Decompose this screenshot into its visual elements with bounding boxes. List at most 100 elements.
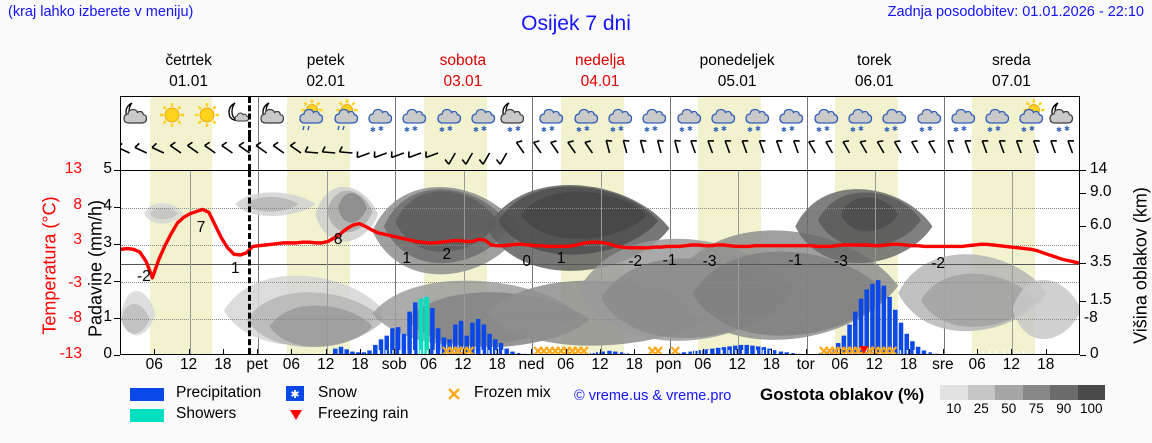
svg-text:✱: ✱ bbox=[473, 126, 479, 134]
cloud-density-legend-title: Gostota oblakov (%) bbox=[760, 385, 925, 404]
cloud-height-tick: 3.5 bbox=[1090, 252, 1112, 270]
cloud-snow-icon: ✱ ✱ bbox=[532, 99, 566, 135]
time-tick-label: tor bbox=[796, 356, 815, 373]
forecast-plot: -2 7 1 8 1 2 0 1 -2 -1 -3 -1 -3 -2 bbox=[120, 170, 1080, 355]
temperature-label: -2 bbox=[136, 268, 151, 286]
sun-cloud-snow-icon: ✱ ✱ bbox=[1012, 99, 1046, 135]
day-date: 04.01 bbox=[580, 73, 620, 90]
time-axis-labels: 06 12 18 pet 06 12 18 sob 06 12 18 ned 06 12 18 pon 06 12… bbox=[120, 349, 1080, 376]
svg-text:✱: ✱ bbox=[378, 125, 384, 133]
horizontal-gridline bbox=[121, 319, 1079, 320]
horizontal-gridline bbox=[121, 245, 1079, 246]
chart-legend: Precipitation Showers ✱ Snow Freezing ra… bbox=[0, 380, 1152, 442]
time-tick-label: pon bbox=[655, 356, 682, 373]
cloud-density-field bbox=[121, 171, 1079, 354]
time-tick-mark bbox=[154, 349, 156, 355]
cloud-height-tick: 9.0 bbox=[1090, 183, 1112, 201]
location-hint: (kraj lahko izberete v meniju) bbox=[8, 4, 194, 20]
sun-cloud-rain-icon bbox=[292, 99, 326, 135]
day-separator bbox=[669, 97, 671, 136]
time-tick-mark bbox=[428, 349, 430, 355]
cloud-snow-icon: ✱ ✱ bbox=[978, 99, 1012, 135]
cloud-snow-icon: ✱ ✱ bbox=[875, 99, 909, 135]
time-tick-label: pet bbox=[246, 356, 268, 373]
cloud-density-colorbar-ticks: 10 25 50 75 90 100 bbox=[938, 401, 1113, 419]
cloud-density-step bbox=[1050, 385, 1078, 400]
cloud-density-step-label: 10 bbox=[946, 401, 962, 416]
current-time-line bbox=[247, 171, 251, 354]
time-tick-mark bbox=[394, 349, 396, 355]
cloud-density-step bbox=[940, 385, 968, 400]
time-tick-mark bbox=[565, 349, 567, 355]
day-date: 01.01 bbox=[169, 73, 208, 90]
time-tick-label: 18 bbox=[351, 356, 369, 373]
svg-text:✱: ✱ bbox=[919, 126, 925, 134]
time-tick-mark bbox=[874, 349, 876, 355]
temperature-label: -2 bbox=[931, 254, 946, 272]
night-cloudy-icon bbox=[121, 99, 155, 135]
temperature-label: 1 bbox=[230, 259, 240, 277]
svg-text:✱: ✱ bbox=[610, 126, 616, 134]
svg-text:✱: ✱ bbox=[541, 126, 547, 134]
day-name: nedelja bbox=[574, 52, 625, 69]
time-tick-label: 18 bbox=[214, 356, 232, 373]
svg-text:✱: ✱ bbox=[816, 126, 822, 134]
day-name: sreda bbox=[992, 52, 1031, 69]
time-tick-label: 12 bbox=[317, 356, 335, 373]
svg-text:✱: ✱ bbox=[850, 126, 856, 134]
day-date: 02.01 bbox=[306, 73, 346, 90]
cloud-height-tick-mark bbox=[1080, 355, 1086, 356]
cloud-height-tick-mark bbox=[1080, 170, 1086, 171]
cloud-density-step bbox=[995, 385, 1023, 400]
day-name: torek bbox=[857, 52, 892, 69]
legend-freezing-rain: Freezing rain bbox=[318, 405, 409, 422]
cloud-density-step-label: 100 bbox=[1079, 401, 1103, 416]
time-tick-mark bbox=[805, 349, 807, 355]
precipitation-tick: 5 bbox=[103, 160, 112, 177]
svg-text:✱: ✱ bbox=[884, 126, 890, 134]
cloud-snow-icon: ✱ ✱ bbox=[635, 99, 669, 135]
day-separator bbox=[395, 136, 397, 170]
cloud-snow-icon: ✱ ✱ bbox=[361, 99, 395, 135]
cloud-snow-icon: ✱ ✱ bbox=[772, 99, 806, 135]
temperature-label: -3 bbox=[834, 252, 848, 270]
wind-barb-band bbox=[120, 136, 1080, 170]
cloud-snow-icon: ✱ ✱ bbox=[738, 99, 772, 135]
svg-text:✱: ✱ bbox=[618, 125, 624, 133]
temperature-tick: 3 bbox=[73, 231, 82, 249]
time-tick-mark bbox=[325, 349, 327, 355]
vertical-gridline bbox=[738, 171, 740, 354]
precipitation-tick-mark bbox=[114, 170, 120, 171]
svg-text:✱: ✱ bbox=[1056, 126, 1062, 134]
day-name: petek bbox=[306, 52, 345, 69]
time-tick-mark bbox=[702, 349, 704, 355]
day-header: ponedeljek 05.01 bbox=[669, 50, 806, 92]
cloud-snow-icon: ✱ ✱ bbox=[464, 99, 498, 135]
day-separator bbox=[806, 97, 808, 136]
precipitation-tick-mark bbox=[114, 281, 120, 282]
temperature-label: 0 bbox=[522, 253, 532, 271]
time-tick-label: 06 bbox=[145, 356, 163, 373]
weather-icon-band: ✱ ✱ ✱ ✱ ✱ ✱ ✱ ✱ ✱ ✱ ✱ ✱ ✱ ✱ ✱ ✱ ✱ ✱ ✱ ✱ ✱ ✱ ✱ ✱ ✱ ✱ ✱ ✱ ✱ ✱ ✱ ✱ ✱ ✱ ✱ ✱ ✱ ✱ ✱ ✱… bbox=[120, 96, 1080, 136]
showers-swatch bbox=[130, 409, 164, 422]
day-name: sobota bbox=[439, 52, 487, 69]
day-header: četrtek 01.01 bbox=[120, 50, 257, 92]
zero-degree-line bbox=[121, 263, 1079, 265]
cloud-snow-icon: ✱ ✱ bbox=[601, 99, 635, 135]
temperature-tick: -3 bbox=[68, 273, 82, 291]
cloud-snow-icon: ✱ ✱ bbox=[944, 99, 978, 135]
svg-text:✱: ✱ bbox=[824, 125, 830, 133]
day-header: petek 02.01 bbox=[257, 50, 394, 92]
svg-text:✱: ✱ bbox=[652, 125, 658, 133]
cloud-height-tick-mark bbox=[1080, 225, 1086, 227]
time-tick-label: 12 bbox=[454, 356, 472, 373]
cloud-height-tick: 0 bbox=[1090, 345, 1099, 362]
svg-text:✱: ✱ bbox=[713, 126, 719, 134]
time-tick-label: 12 bbox=[179, 356, 198, 373]
time-tick-mark bbox=[942, 349, 944, 355]
time-tick-mark bbox=[634, 349, 636, 355]
copyright-link[interactable]: © vreme.us & vreme.pro bbox=[574, 388, 732, 404]
svg-text:✱: ✱ bbox=[781, 126, 787, 134]
cloud-density-step-label: 25 bbox=[973, 401, 989, 416]
svg-text:✱: ✱ bbox=[679, 126, 685, 134]
